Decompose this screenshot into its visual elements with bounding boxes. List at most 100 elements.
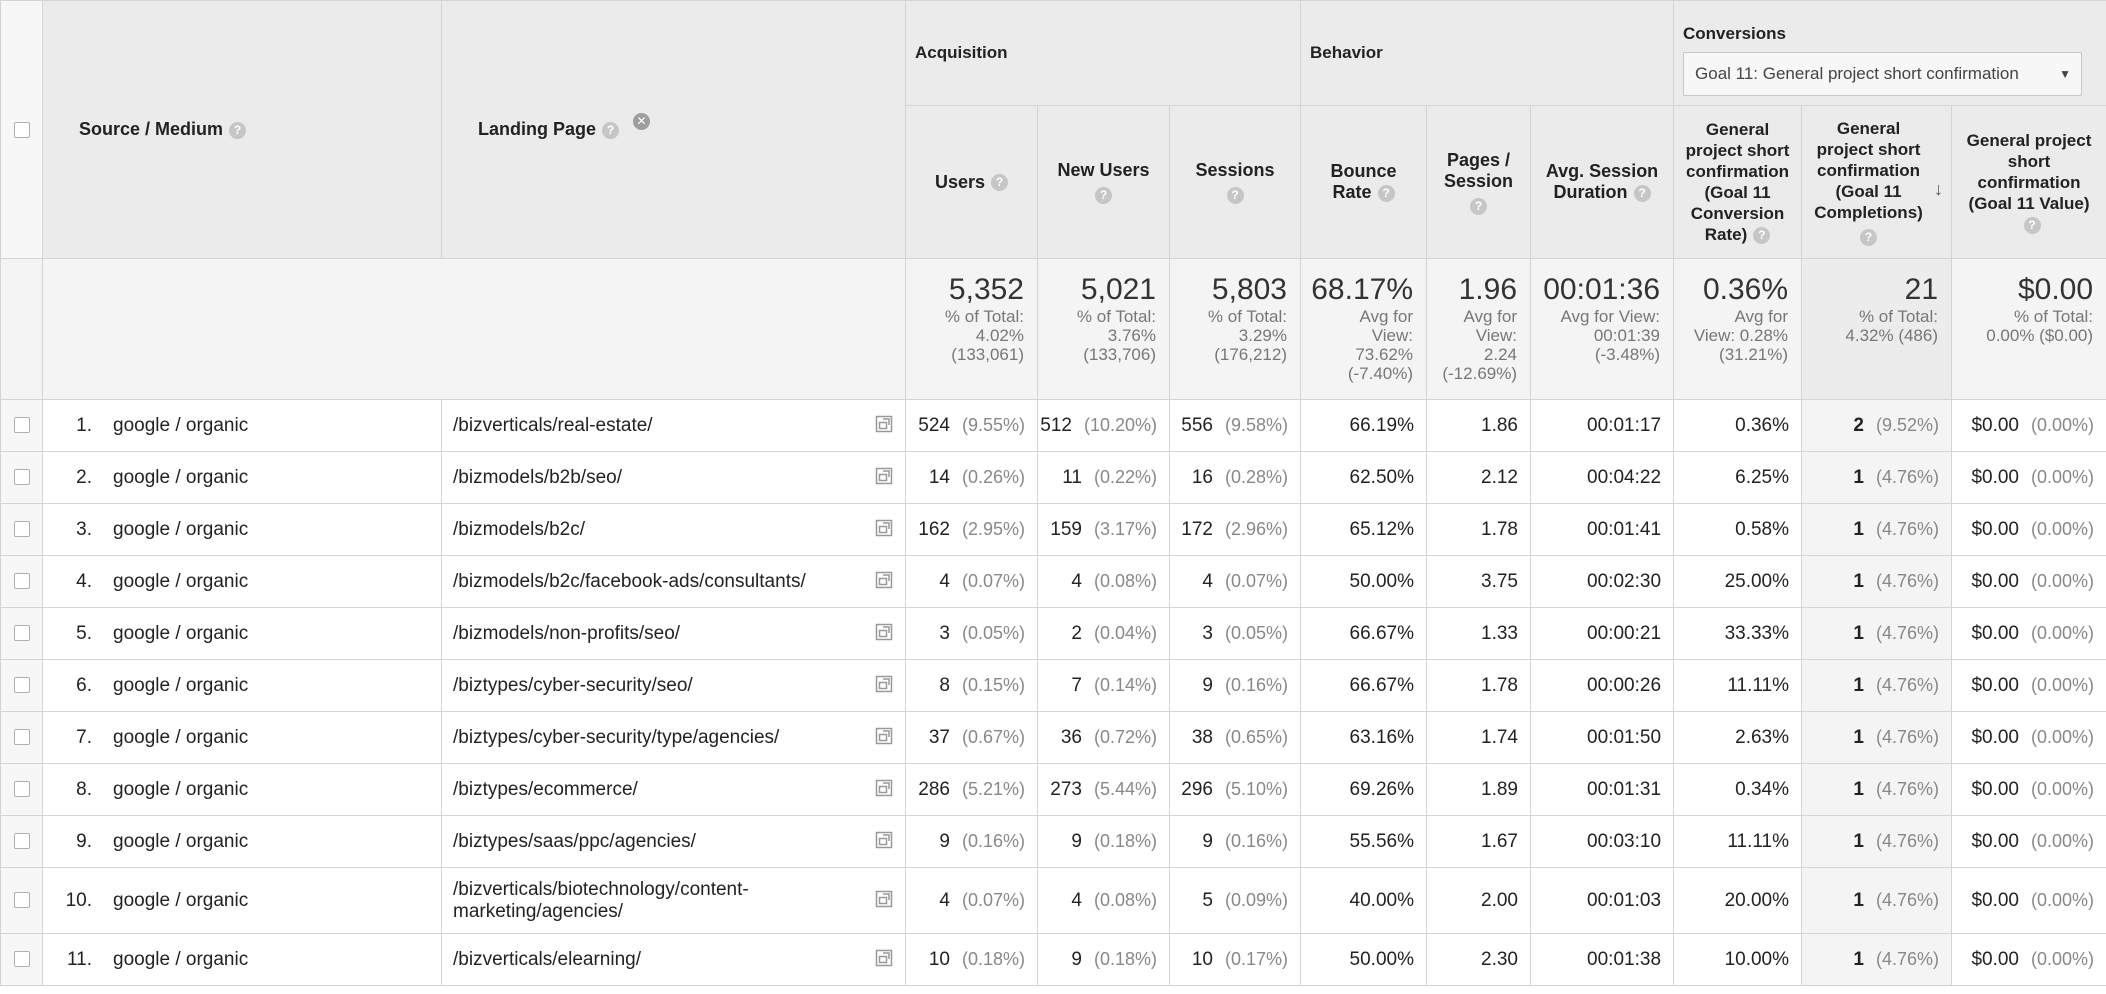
- conv-rate-cell: 0.58%: [1673, 503, 1803, 556]
- landing-page-link[interactable]: /bizmodels/non-profits/seo/: [453, 622, 681, 644]
- bounce-rate-value: 62.50%: [1349, 466, 1414, 488]
- source-medium-link[interactable]: google / organic: [113, 622, 249, 644]
- bounce-rate-header[interactable]: Bounce Rate?: [1300, 105, 1427, 259]
- avg-session-duration-header[interactable]: Avg. Session Duration?: [1529, 105, 1675, 259]
- conv-rate-cell: 6.25%: [1673, 451, 1803, 504]
- conversions-label: Conversions: [1683, 24, 1786, 43]
- total-sub: 0.00% ($0.00): [1986, 326, 2094, 345]
- landing-page-link[interactable]: /bizverticals/biotechnology/content-mark…: [453, 878, 749, 922]
- behavior-group-header: Behavior: [1299, 0, 1675, 106]
- open-page-icon[interactable]: [875, 415, 893, 433]
- completions-percent: (4.76%): [1875, 830, 1940, 851]
- pages-session-cell: 1.86: [1426, 399, 1531, 452]
- total-value: 5,352: [948, 273, 1024, 306]
- open-page-icon[interactable]: [875, 519, 893, 537]
- row-checkbox[interactable]: [13, 951, 30, 968]
- row-checkbox[interactable]: [13, 677, 30, 694]
- help-icon[interactable]: ?: [1226, 187, 1244, 204]
- help-icon[interactable]: ?: [1860, 229, 1878, 246]
- source-medium-link[interactable]: google / organic: [113, 570, 249, 592]
- landing-page-link[interactable]: /bizmodels/b2c/: [453, 518, 586, 540]
- landing-page-link[interactable]: /bizmodels/b2c/facebook-ads/consultants/: [453, 570, 806, 592]
- source-medium-cell: 11. google / organic: [42, 933, 442, 986]
- help-icon[interactable]: ?: [1753, 227, 1771, 245]
- avg-duration-value: 00:02:30: [1587, 570, 1662, 592]
- avg-duration-cell: 00:01:41: [1529, 503, 1675, 556]
- help-icon[interactable]: ?: [2023, 216, 2041, 234]
- new-users-label: New Users: [1057, 160, 1150, 180]
- landing-page-link[interactable]: /bizverticals/elearning/: [453, 948, 641, 970]
- landing-page-link[interactable]: /biztypes/ecommerce/: [453, 778, 638, 800]
- source-medium-link[interactable]: google / organic: [113, 466, 249, 488]
- source-medium-cell: 6. google / organic: [42, 659, 442, 712]
- row-checkbox[interactable]: [13, 469, 30, 486]
- row-index: 4.: [76, 570, 92, 592]
- open-page-icon[interactable]: [875, 727, 893, 745]
- source-medium-link[interactable]: google / organic: [113, 889, 249, 911]
- sessions-cell: 9 (0.16%): [1169, 815, 1301, 868]
- help-icon[interactable]: ?: [1095, 187, 1112, 204]
- row-checkbox[interactable]: [13, 521, 30, 538]
- landing-page-link[interactable]: /biztypes/cyber-security/seo/: [453, 674, 693, 696]
- remove-dimension-icon[interactable]: ✕: [633, 113, 651, 130]
- completions-value: 1: [1853, 518, 1864, 540]
- goal-completions-header[interactable]: General project short confirmation (Goal…: [1801, 105, 1953, 259]
- source-medium-link[interactable]: google / organic: [113, 726, 249, 748]
- row-checkbox[interactable]: [13, 833, 30, 850]
- open-page-icon[interactable]: [875, 831, 893, 849]
- sessions-cell: 9 (0.16%): [1169, 659, 1301, 712]
- goal-value-percent: (0.00%): [2031, 778, 2095, 799]
- row-checkbox[interactable]: [13, 892, 30, 909]
- help-icon[interactable]: ?: [229, 121, 247, 139]
- open-page-icon[interactable]: [875, 949, 893, 967]
- new-users-value: 273: [1050, 778, 1082, 800]
- row-checkbox[interactable]: [13, 729, 30, 746]
- goal-value-header[interactable]: General project short confirmation (Goal…: [1951, 105, 2106, 259]
- landing-page-link[interactable]: /bizmodels/b2b/seo/: [453, 466, 622, 488]
- landing-page-header[interactable]: Landing Page ? ✕: [441, 0, 906, 259]
- total-sub: % of Total:: [2013, 307, 2094, 326]
- new-users-header[interactable]: New Users?: [1037, 105, 1170, 259]
- help-icon[interactable]: ?: [1377, 184, 1395, 202]
- source-medium-link[interactable]: google / organic: [113, 414, 249, 436]
- open-page-icon[interactable]: [875, 675, 893, 693]
- source-medium-link[interactable]: google / organic: [113, 948, 249, 970]
- help-icon[interactable]: ?: [1633, 184, 1651, 202]
- source-medium-link[interactable]: google / organic: [113, 674, 249, 696]
- new-users-cell: 9 (0.18%): [1037, 815, 1170, 868]
- open-page-icon[interactable]: [875, 571, 893, 589]
- pages-session-value: 2.30: [1481, 948, 1518, 970]
- row-checkbox-cell: [0, 451, 43, 504]
- row-checkbox-cell: [0, 867, 43, 934]
- landing-page-link[interactable]: /biztypes/cyber-security/type/agencies/: [453, 726, 780, 748]
- source-medium-link[interactable]: google / organic: [113, 830, 249, 852]
- open-page-icon[interactable]: [875, 467, 893, 485]
- open-page-icon[interactable]: [875, 779, 893, 797]
- total-goal-value: $0.00 % of Total: 0.00% ($0.00): [1951, 258, 2106, 400]
- select-all-checkbox[interactable]: [13, 122, 30, 139]
- help-icon[interactable]: ?: [1470, 197, 1487, 215]
- landing-page-link[interactable]: /biztypes/saas/ppc/agencies/: [453, 830, 696, 852]
- row-checkbox[interactable]: [13, 625, 30, 642]
- help-icon[interactable]: ?: [991, 174, 1009, 192]
- open-page-icon[interactable]: [875, 623, 893, 641]
- goal-conv-rate-header[interactable]: General project short confirmation (Goal…: [1673, 105, 1803, 259]
- pages-session-header[interactable]: Pages / Session?: [1426, 105, 1531, 259]
- users-value: 524: [918, 414, 950, 436]
- users-header[interactable]: Users?: [905, 105, 1038, 259]
- source-medium-link[interactable]: google / organic: [113, 518, 249, 540]
- row-checkbox[interactable]: [13, 417, 30, 434]
- source-medium-cell: 7. google / organic: [42, 711, 442, 764]
- source-medium-link[interactable]: google / organic: [113, 778, 249, 800]
- open-page-icon[interactable]: [875, 890, 893, 908]
- pages-session-cell: 1.33: [1426, 607, 1531, 660]
- help-icon[interactable]: ?: [602, 121, 620, 139]
- row-checkbox[interactable]: [13, 573, 30, 590]
- sessions-header[interactable]: Sessions?: [1169, 105, 1301, 259]
- total-value: 5,803: [1211, 273, 1287, 306]
- landing-page-link[interactable]: /bizverticals/real-estate/: [453, 414, 653, 436]
- goal-select-value: Goal 11: General project short confirmat…: [1695, 64, 2019, 83]
- source-medium-header[interactable]: Source / Medium?: [42, 0, 442, 259]
- goal-select-dropdown[interactable]: Goal 11: General project short confirmat…: [1683, 52, 2083, 96]
- row-checkbox[interactable]: [13, 781, 30, 798]
